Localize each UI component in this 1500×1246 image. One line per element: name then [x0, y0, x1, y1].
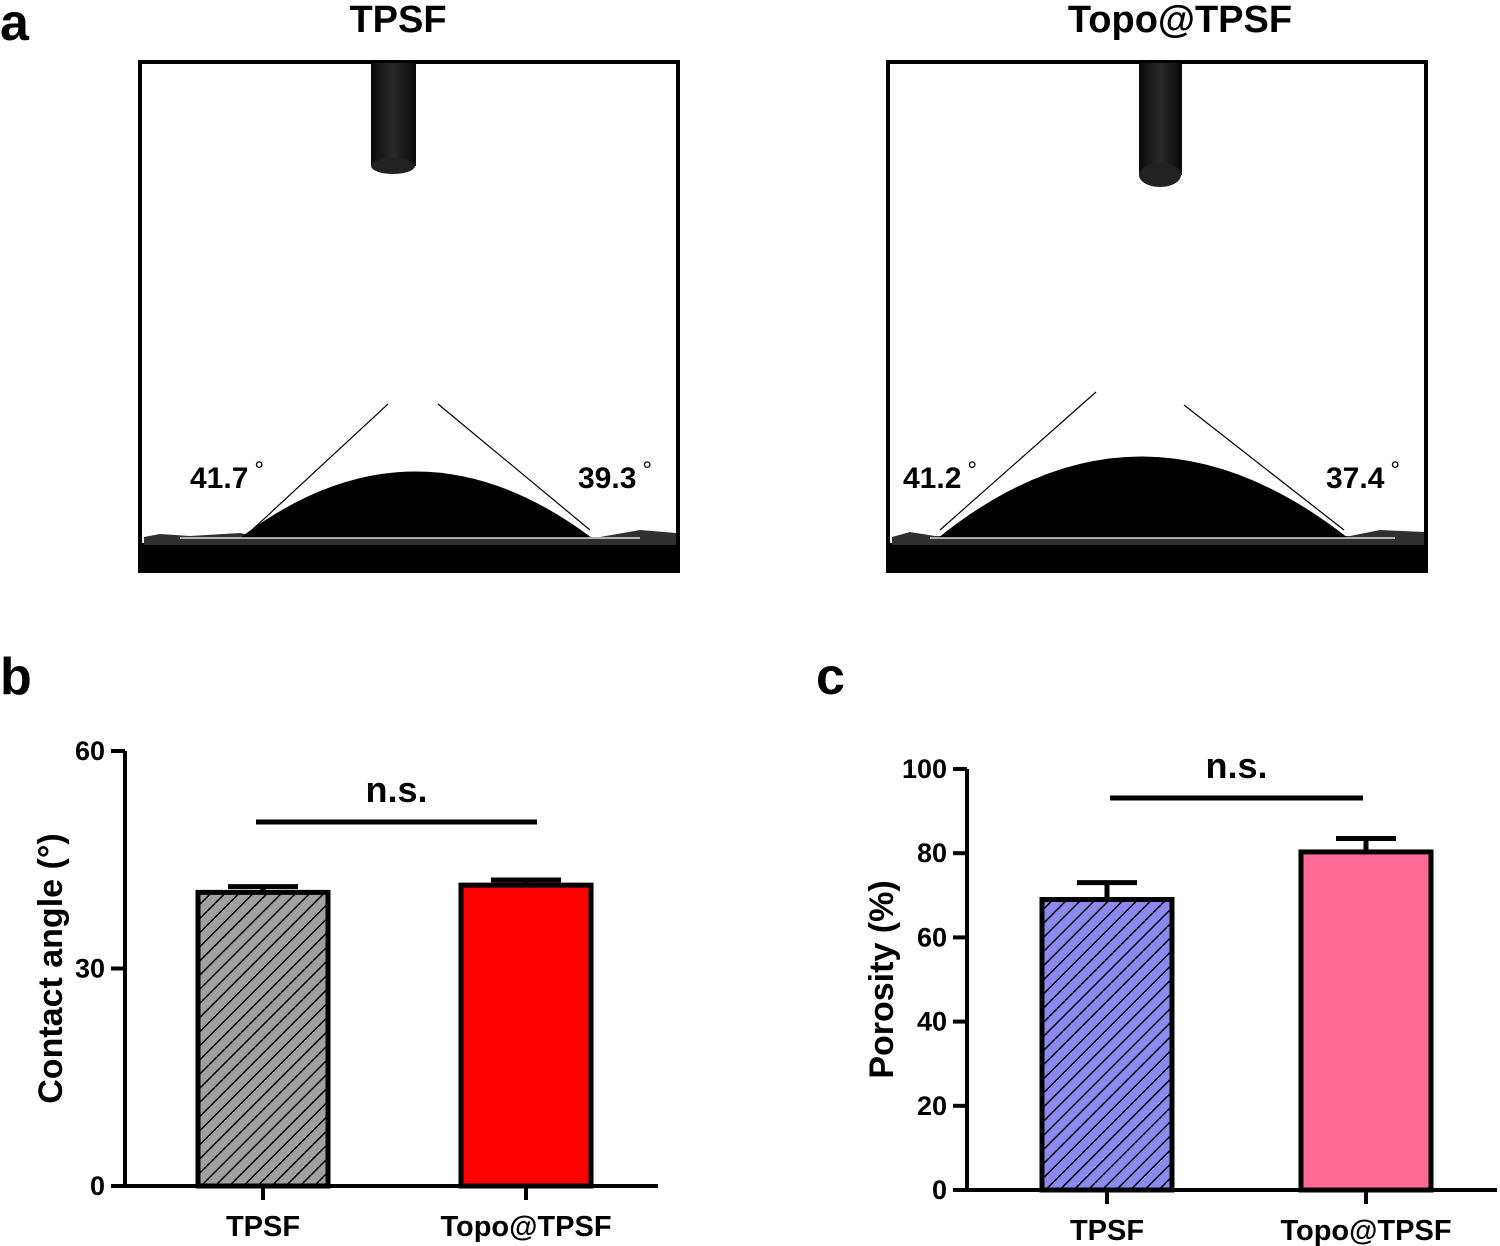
tangent-left	[251, 403, 389, 531]
y-tick-label: 60	[75, 736, 105, 766]
y-tick-label: 20	[917, 1091, 947, 1121]
significance-label: n.s.	[365, 769, 427, 810]
tangent-left	[939, 391, 1097, 531]
needle	[1139, 63, 1182, 175]
significance-label: n.s.	[1205, 745, 1267, 786]
y-tick-label: 100	[902, 754, 947, 784]
chart-porosity: 0 20 40 60 80 100 Porosity (%) TPSF Topo@TPSF n.s…	[863, 745, 1497, 1246]
angle-right-topo-tpsf: 37.4 °	[1326, 457, 1400, 495]
panel-b-letter: b	[0, 648, 32, 706]
bar-hatch	[1042, 899, 1172, 1190]
y-axis-label: Porosity (%)	[863, 880, 901, 1078]
panel-c-letter: c	[816, 648, 845, 706]
y-tick-label: 60	[917, 922, 947, 952]
y-tick-label: 0	[90, 1171, 105, 1201]
y-tick-label: 80	[917, 838, 947, 868]
droplet	[938, 456, 1348, 538]
y-tick-label: 40	[917, 1007, 947, 1037]
x-tick-label: TPSF	[1070, 1215, 1144, 1246]
tangent-right	[1183, 404, 1345, 531]
needle-tip	[371, 158, 415, 174]
angle-left-tpsf: 41.7 °	[190, 457, 264, 495]
panel-a-letter: a	[0, 0, 30, 52]
x-tick-label: Topo@TPSF	[440, 1211, 611, 1243]
needle	[371, 63, 416, 166]
image-title-tpsf: TPSF	[349, 0, 446, 41]
substrate	[890, 543, 1424, 569]
angle-left-topo-tpsf: 41.2 °	[903, 457, 977, 495]
image-title-topo-tpsf: Topo@TPSF	[1068, 0, 1292, 41]
bar	[1301, 851, 1431, 1190]
y-axis-label: Contact angle (°)	[32, 833, 70, 1104]
bar-hatch	[198, 892, 328, 1186]
x-tick-label: Topo@TPSF	[1280, 1215, 1451, 1246]
substrate	[142, 543, 676, 569]
y-tick-label: 30	[75, 954, 105, 984]
x-tick-label: TPSF	[226, 1211, 300, 1243]
y-tick-label: 0	[932, 1175, 947, 1205]
droplet-image-tpsf: TPSF 41.7 ° 39.3 °	[138, 0, 680, 573]
bar	[461, 885, 591, 1186]
chart-contact-angle: 0 30 60 Contact angle (°) TPSF Topo@TPSF n.s.	[32, 736, 658, 1243]
droplet	[240, 471, 592, 538]
needle-tip	[1139, 163, 1181, 187]
droplet-image-topo-tpsf: Topo@TPSF 41.2 ° 37.4 °	[886, 0, 1428, 573]
tangent-right	[437, 403, 591, 531]
angle-right-tpsf: 39.3 °	[578, 457, 652, 495]
